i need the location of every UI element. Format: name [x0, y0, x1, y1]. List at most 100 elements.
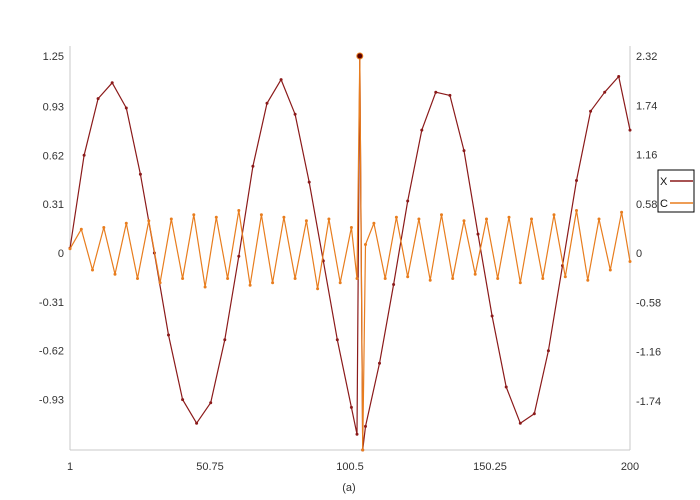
data-point-x [181, 398, 185, 402]
data-point-x [195, 421, 199, 425]
data-point-c [181, 277, 185, 280]
x-tick-label: 150.25 [473, 461, 507, 473]
left-y-tick-label: -0.62 [39, 346, 64, 358]
chart-caption: (a) [342, 482, 355, 494]
data-point-c [563, 275, 567, 279]
data-point-c [169, 217, 173, 221]
left-y-tick-label: 0.93 [43, 101, 64, 113]
data-point-x [546, 349, 550, 353]
data-point-c [451, 277, 455, 280]
legend-label-c: C [660, 198, 668, 210]
data-point-x [490, 314, 494, 318]
data-point-c [552, 213, 556, 217]
data-point-c [485, 217, 488, 221]
data-point-c [293, 277, 297, 280]
data-point-c [518, 281, 522, 285]
data-point-c [406, 275, 410, 279]
data-point-x [307, 180, 311, 184]
data-point-c [203, 285, 207, 289]
data-point-c [355, 277, 359, 280]
data-point-x [209, 401, 213, 405]
left-y-tick-label: 0.62 [43, 150, 64, 162]
data-point-x [364, 424, 367, 428]
data-point-x [603, 90, 607, 94]
data-point-c [102, 226, 106, 229]
x-tick-label: 1 [67, 461, 73, 473]
data-point-c [428, 278, 432, 282]
data-point-x [617, 75, 621, 78]
data-point-x [355, 432, 359, 436]
data-point-c [226, 277, 230, 280]
data-point-c [68, 247, 72, 251]
data-point-c [507, 215, 511, 219]
data-point-c [597, 217, 601, 221]
data-point-c [91, 268, 94, 272]
data-point-c [158, 281, 162, 285]
data-point-x [476, 232, 480, 236]
right-y-tick-label: -1.16 [636, 347, 661, 359]
data-point-x [420, 128, 424, 132]
data-point-x [237, 254, 241, 258]
right-y-tick-label: 2.32 [636, 51, 657, 63]
data-point-x [628, 128, 632, 132]
right-y-tick-label: -0.58 [636, 297, 661, 309]
data-point-c [327, 217, 331, 221]
data-point-c [338, 281, 342, 285]
data-point-x [96, 97, 100, 101]
data-point-c [440, 213, 443, 217]
data-point-x [462, 149, 466, 153]
right-y-tick-label: 1.16 [636, 150, 657, 162]
data-point-c [136, 277, 139, 280]
data-point-c [304, 219, 308, 223]
data-point-x [575, 179, 578, 182]
data-point-c [462, 219, 466, 223]
left-y-tick-label: -0.31 [39, 297, 64, 309]
data-point-c [575, 209, 578, 212]
data-point-x [518, 421, 522, 425]
data-point-c [530, 217, 533, 221]
data-point-c [259, 213, 263, 217]
data-point-c [372, 221, 376, 225]
x-tick-label: 100.5 [336, 461, 364, 473]
data-point-x [82, 153, 86, 157]
data-point-c [248, 283, 252, 287]
x-tick-label: 50.75 [196, 461, 224, 473]
data-point-x [223, 338, 227, 342]
data-point-c [586, 278, 590, 282]
data-point-x [110, 81, 114, 85]
data-point-x [265, 101, 269, 105]
peak-marker [356, 52, 364, 60]
data-point-c [417, 217, 421, 221]
data-point-c [620, 210, 624, 214]
data-point-c [237, 209, 241, 212]
data-point-c [628, 260, 632, 263]
data-point-x [434, 90, 438, 94]
legend-label-x: X [660, 176, 668, 188]
right-y-tick-label: 0.58 [636, 199, 657, 211]
series-line-x [69, 55, 631, 451]
data-point-x [448, 93, 452, 97]
data-point-c [271, 281, 275, 285]
data-point-x [293, 112, 297, 116]
data-point-x [406, 199, 410, 203]
left-y-tick-label: 1.25 [43, 51, 64, 63]
data-point-c [394, 215, 398, 219]
data-point-c [282, 215, 286, 219]
data-point-c [496, 277, 500, 280]
data-point-c [147, 219, 151, 223]
data-point-x [138, 172, 142, 176]
data-point-x [335, 338, 339, 342]
data-point-x [167, 333, 170, 337]
data-point-c [349, 226, 353, 229]
data-point-c [214, 215, 218, 219]
data-point-c [364, 243, 367, 246]
data-point-c [361, 448, 365, 452]
data-point-x [251, 164, 255, 168]
axes: 1.25 0.93 0.62 0.31 0 -0.31 -0.62 -0.93 2.32 1.74… [39, 46, 661, 473]
right-y-tick-label: 0 [636, 248, 642, 260]
legend: XC [657, 169, 695, 213]
x-tick-label: 200 [621, 461, 639, 473]
legend-box [657, 169, 695, 213]
data-point-c [473, 272, 477, 276]
